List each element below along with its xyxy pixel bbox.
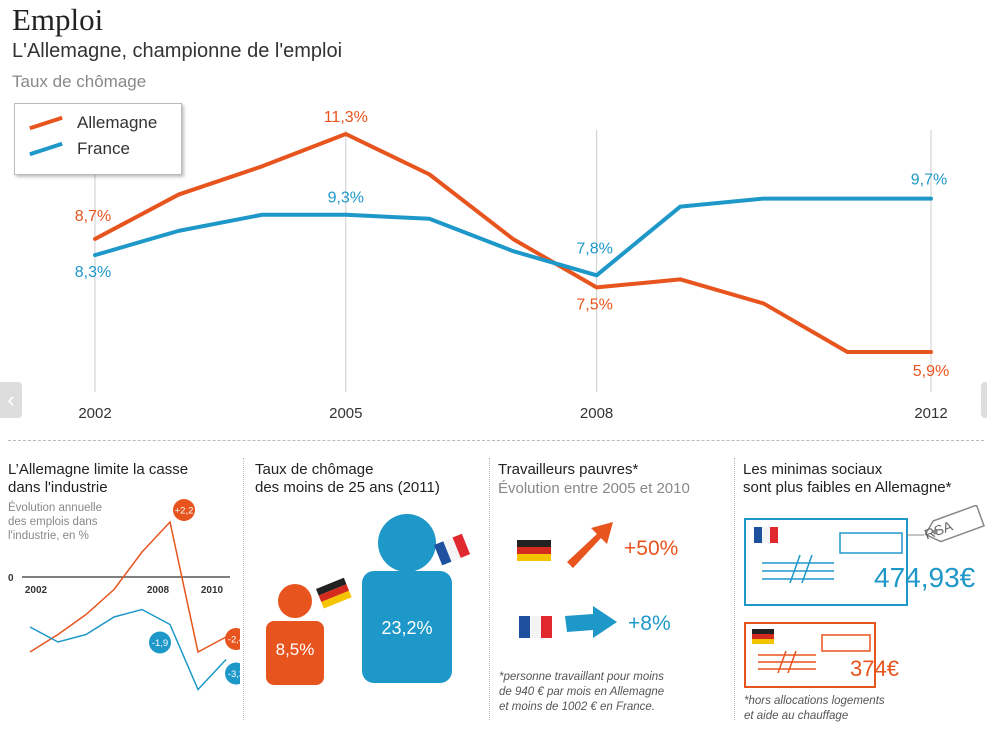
- industry-subtitle-line: Évolution annuelle: [8, 502, 102, 514]
- industry-subtitle-line: l'industrie, en %: [8, 530, 89, 542]
- mini-value-badge: [149, 631, 171, 654]
- france-poor-value: +8%: [628, 612, 671, 635]
- germany-flag-icon: [517, 540, 551, 561]
- mini-x-tick-label: 2010: [201, 585, 224, 596]
- poor-footnote-line: et moins de 1002 € en France.: [499, 701, 655, 713]
- data-label-allemagne: 8,7%: [75, 208, 111, 225]
- data-label-allemagne: 5,9%: [913, 363, 949, 380]
- chevron-left-icon: ‹: [7, 387, 15, 412]
- legend-item-france: France: [29, 139, 130, 159]
- panel-divider: [734, 458, 735, 720]
- legend-label-germany: Allemagne: [77, 113, 158, 132]
- up-arrow-icon: [567, 522, 613, 568]
- series-line-france: [93, 196, 933, 278]
- mini-value-badge: [225, 628, 240, 650]
- minima-panel-title: Les minimas sociaux sont plus faibles en…: [743, 461, 951, 497]
- legend-item-germany: Allemagne: [29, 113, 157, 133]
- legend-label-france: France: [77, 139, 130, 158]
- france-flag-icon: [754, 527, 778, 543]
- youth-pictogram: [266, 514, 471, 685]
- minima-cheques: [744, 505, 985, 688]
- mini-value-badge-label: +2,2: [175, 506, 194, 517]
- minima-footnote-line: *hors allocations logements: [744, 695, 885, 707]
- industry-panel-subtitle: Évolution annuelle des emplois dans l'in…: [8, 501, 102, 543]
- mini-value-badge-label: -2,4: [228, 635, 240, 646]
- france-person-head: [378, 514, 436, 572]
- poor-arrows: [517, 522, 617, 638]
- mini-value-badge: [225, 662, 240, 685]
- poor-panel-subtitle: Évolution entre 2005 et 2010: [498, 480, 690, 497]
- mini-value-badge-label: -3,3: [228, 669, 240, 680]
- germany-person-head: [278, 584, 312, 618]
- industry-subtitle-line: des emplois dans: [8, 516, 98, 528]
- panel-divider: [489, 458, 490, 720]
- germany-flag-icon: [316, 577, 352, 609]
- legend-swatch-france: [29, 141, 63, 157]
- youth-panel-title: Taux de chômage des moins de 25 ans (201…: [255, 461, 440, 497]
- france-flag-icon: [519, 616, 552, 638]
- minima-footnote: *hors allocations logements et aide au c…: [744, 694, 885, 724]
- data-label-france: 9,7%: [911, 172, 947, 189]
- industry-panel-title: L’Allemagne limite la casse dans l'indus…: [8, 461, 188, 497]
- data-label-france: 8,3%: [75, 264, 111, 281]
- minima-title-line: sont plus faibles en Allemagne*: [743, 479, 952, 496]
- main-line-chart: 2002 2005 2008 2012 8,7% 11,3% 7,5% 5,9% 8,3% 9,3…: [75, 109, 949, 422]
- page-subtitle: L'Allemagne, championne de l'emploi: [12, 40, 343, 62]
- zero-axis-label: 0: [8, 573, 14, 584]
- mini-series-line-allemagne: [29, 520, 227, 654]
- germany-youth-value: 8,5%: [275, 640, 315, 659]
- mini-x-tick-label: 2002: [25, 585, 48, 596]
- data-label-france: 9,3%: [328, 190, 364, 207]
- germany-person-body: [266, 621, 324, 685]
- data-label-france: 7,8%: [576, 240, 612, 257]
- france-flag-icon: [434, 533, 471, 566]
- germany-poor-value: +50%: [624, 537, 679, 560]
- mini-x-tick-label: 2008: [147, 585, 170, 596]
- panel-divider: [243, 458, 244, 720]
- next-slide-button[interactable]: [981, 382, 987, 418]
- germany-minima-value: 374€: [850, 656, 899, 681]
- series-line-allemagne: [93, 132, 933, 354]
- right-arrow-icon: [565, 606, 617, 638]
- france-person-body: [362, 571, 452, 683]
- minima-footnote-line: et aide au chauffage: [744, 710, 849, 722]
- france-minima-value: 474,93€: [874, 562, 976, 593]
- section-divider: [8, 440, 984, 441]
- poor-panel-title: Travailleurs pauvres*: [498, 461, 639, 478]
- mini-value-badge: [173, 499, 195, 521]
- data-label-allemagne: 11,3%: [324, 109, 368, 126]
- germany-flag-icon: [752, 629, 774, 644]
- legend-swatch-germany: [29, 115, 63, 131]
- x-tick-label: 2005: [329, 405, 362, 422]
- x-tick-label: 2012: [914, 405, 947, 422]
- mini-series-line-france: [29, 608, 227, 691]
- chart-caption: Taux de chômage: [12, 72, 147, 91]
- industry-title-line: L’Allemagne limite la casse: [8, 461, 189, 478]
- industry-title-line: dans l'industrie: [8, 479, 108, 496]
- x-tick-label: 2002: [78, 405, 111, 422]
- poor-footnote-line: *personne travaillant pour moins: [499, 671, 664, 683]
- poor-footnote-line: de 940 € par mois en Allemagne: [499, 686, 665, 698]
- france-youth-value: 23,2%: [381, 618, 433, 638]
- x-tick-label: 2008: [580, 405, 613, 422]
- rsa-tag-icon: [924, 505, 985, 543]
- youth-title-line: Taux de chômage: [255, 461, 374, 478]
- minima-title-line: Les minimas sociaux: [743, 461, 883, 478]
- data-label-allemagne: 7,5%: [576, 296, 612, 313]
- chart-legend: Allemagne France: [14, 103, 182, 175]
- mini-value-badge-label: -1,9: [152, 638, 168, 649]
- poor-footnote: *personne travaillant pour moins de 940 …: [499, 670, 664, 715]
- previous-slide-button[interactable]: ‹: [0, 382, 22, 418]
- youth-title-line: des moins de 25 ans (2011): [255, 479, 440, 496]
- industry-line-chart: 0 2002 2008 2010 +2,2 -2,4 -1,9 -3,3: [8, 499, 240, 691]
- page-title: Emploi: [12, 2, 104, 37]
